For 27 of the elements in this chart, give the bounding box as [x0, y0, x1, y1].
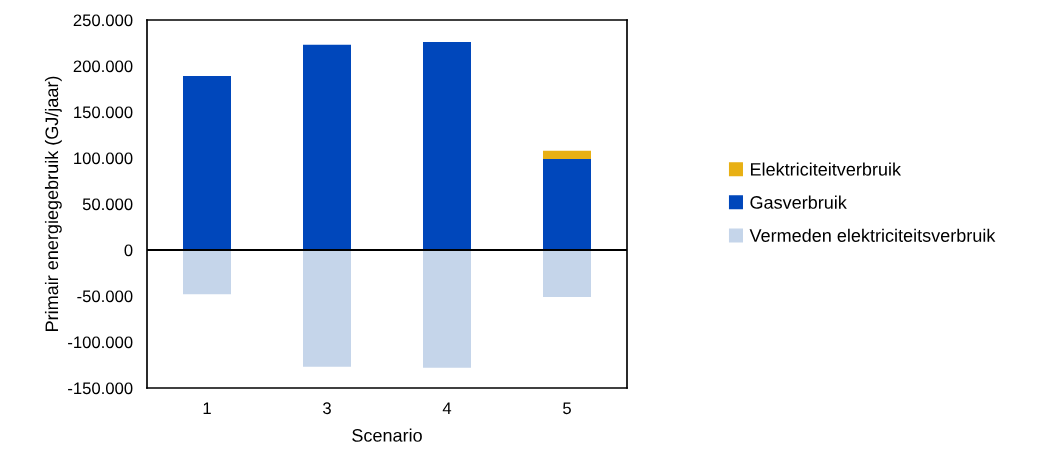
- y-tick-label: 0: [124, 244, 133, 257]
- legend-label: Vermeden elektriciteitsverbruik: [749, 228, 996, 242]
- x-tick-label: 4: [442, 402, 452, 414]
- y-tick-label: 150.000: [74, 106, 133, 119]
- y-tick-label: 50.000: [82, 198, 133, 211]
- y-tick-label: -150.000: [68, 382, 133, 395]
- y-tick-label: 250.000: [73, 14, 133, 27]
- bar: [303, 44, 351, 250]
- bar: [543, 250, 591, 297]
- y-tick-label: 100.000: [74, 152, 133, 165]
- y-tick-label: -100.000: [68, 336, 133, 349]
- bar: [543, 158, 591, 250]
- y-tick-label: 200.000: [73, 60, 133, 73]
- bar: [543, 150, 591, 159]
- x-tick-label: 3: [323, 402, 331, 415]
- y-tick-label: -50.000: [77, 290, 133, 303]
- bar: [183, 250, 231, 295]
- x-axis-title: Scenario: [352, 428, 422, 442]
- x-tick-label: 1: [203, 402, 211, 414]
- bar: [423, 42, 471, 250]
- y-axis-title: Primair energiegebruik (GJ/jaar): [44, 76, 62, 331]
- legend-label: Elektriciteitverbruik: [750, 162, 902, 176]
- bar: [183, 76, 231, 250]
- legend-label: Gasverbruik: [750, 195, 847, 209]
- bar: [303, 250, 351, 367]
- bar: [423, 250, 471, 368]
- x-tick-label: 5: [563, 402, 571, 415]
